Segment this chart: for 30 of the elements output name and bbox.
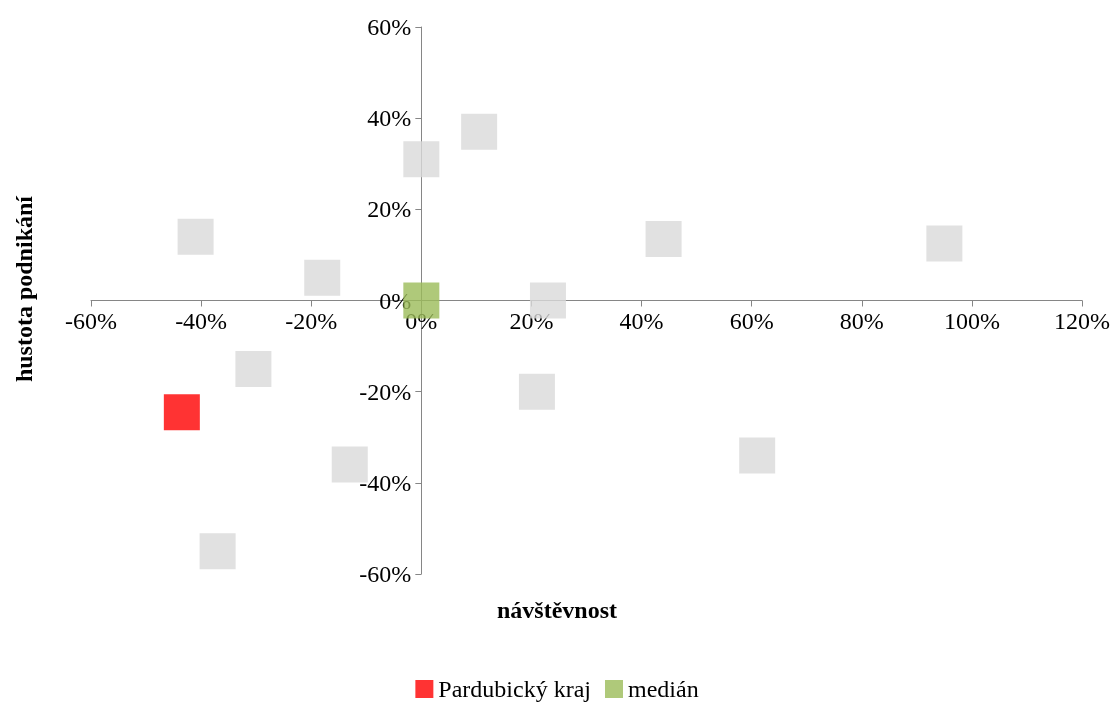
y-tick-label: -20% [359,378,412,405]
point [163,394,200,431]
x-axis-title: návštěvnost [496,597,618,623]
point [199,533,236,570]
x-tick-label: 60% [729,307,774,334]
legend-label: medián [627,676,699,702]
point [304,259,341,296]
x-tick-label: -60% [65,307,117,334]
y-tick-label: 20% [367,196,412,223]
x-tick-label: 120% [1054,307,1110,334]
y-tick-label: -60% [359,561,412,587]
x-tick-label: -40% [175,307,228,334]
point [645,220,682,257]
point [926,225,963,262]
y-tick-label: 40% [367,105,412,132]
y-tick-label: -40% [359,469,412,496]
point [235,350,272,387]
y-axis-title: hustota podnikání [11,195,37,383]
y-tick-label: 60% [367,14,412,40]
legend-label: Pardubický kraj [438,676,591,702]
x-tick-label: -20% [285,307,338,334]
point [403,141,440,178]
x-tick-label: 20% [509,307,554,334]
x-tick-label: 80% [839,307,884,334]
point [739,437,776,474]
x-tick-label: 100% [943,307,1000,334]
point [518,373,555,410]
point [461,113,498,150]
point [177,218,214,255]
x-tick-label: 40% [619,307,664,334]
